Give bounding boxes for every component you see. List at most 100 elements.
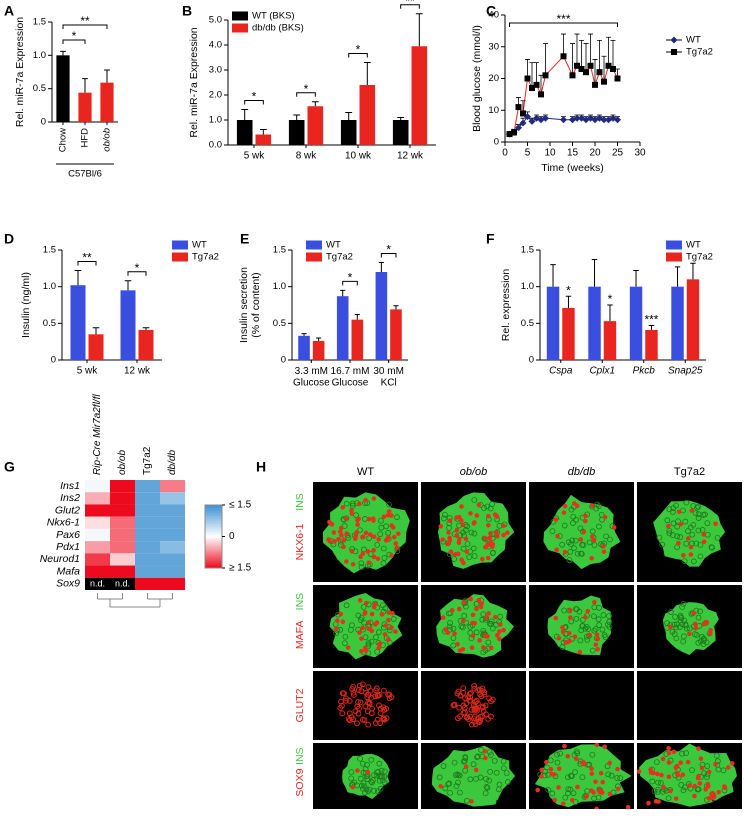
nucleus	[438, 524, 444, 529]
nucleus	[497, 622, 503, 627]
marker	[600, 116, 608, 124]
nucleus	[455, 641, 460, 647]
y-tick-label: 2.0	[209, 90, 222, 101]
nucleus	[729, 761, 735, 766]
nucleus	[601, 549, 607, 555]
marker	[524, 75, 531, 82]
cell-texture	[573, 615, 580, 622]
nucleus	[389, 625, 394, 630]
bar	[288, 120, 305, 145]
nucleus	[363, 648, 369, 654]
cell-texture	[460, 545, 467, 552]
nucleus	[696, 746, 701, 751]
cell-texture	[595, 616, 602, 623]
nucleus	[697, 781, 703, 786]
membrane	[457, 692, 464, 699]
heatmap-cell	[135, 480, 160, 493]
bar	[56, 55, 70, 123]
cell-texture	[453, 783, 460, 789]
cell-texture	[708, 544, 715, 551]
cell-texture	[570, 513, 577, 520]
cell-texture	[463, 603, 469, 610]
x-tick-label: 30	[634, 148, 646, 159]
cell-texture	[596, 503, 602, 509]
cell-texture	[348, 769, 355, 776]
nucleus	[456, 606, 462, 612]
x-tick-label: 25	[612, 148, 624, 159]
nucleus	[589, 534, 595, 539]
cell-texture	[680, 638, 687, 645]
nucleus	[360, 534, 365, 540]
error-bar	[570, 43, 575, 76]
cell-texture	[360, 604, 367, 610]
cell-texture	[461, 757, 468, 764]
cell-texture	[361, 783, 368, 790]
significance-bracket	[400, 4, 420, 9]
cell-texture	[570, 790, 577, 797]
membrane	[481, 689, 488, 696]
nucleus	[365, 770, 371, 775]
nucleus	[678, 521, 684, 527]
row-label: Nkx6-1	[47, 517, 80, 529]
significance-label: *	[608, 292, 613, 306]
colorbar-segment	[205, 517, 222, 520]
x-tick-label: ob/ob	[102, 128, 113, 152]
heatmap-cell	[85, 553, 110, 566]
cell-texture	[381, 768, 388, 775]
membrane	[488, 713, 494, 720]
cell-texture	[709, 544, 715, 551]
panel-label: C	[486, 3, 496, 19]
y-tick-label: 1.0	[521, 281, 534, 292]
row-label: MAFA	[294, 621, 306, 650]
legend-swatch	[172, 252, 188, 262]
y-axis-label: Blood glucose (mmol/l)	[471, 25, 483, 132]
nucleus	[479, 601, 484, 606]
colorbar-segment	[205, 509, 222, 512]
nucleus	[501, 627, 506, 633]
y-tick-label: 1.0	[209, 115, 222, 126]
significance-bracket	[509, 22, 618, 27]
nucleus	[699, 765, 705, 771]
membrane	[377, 720, 383, 727]
nucleus	[615, 766, 620, 772]
cell-texture	[374, 769, 380, 776]
nucleus	[468, 596, 473, 602]
cell-texture	[689, 767, 695, 774]
error-bar	[393, 305, 399, 310]
y-axis-label: Rel. expression	[500, 269, 512, 342]
nucleus	[589, 503, 595, 508]
nucleus	[708, 627, 713, 633]
cell-texture	[365, 788, 372, 795]
nucleus	[678, 760, 683, 765]
cell-texture	[559, 541, 566, 548]
marker	[574, 62, 580, 69]
legend-label: WT	[326, 240, 341, 251]
cell-texture	[459, 624, 466, 631]
nucleus	[343, 516, 349, 522]
cell-texture	[390, 616, 397, 622]
nucleus	[595, 646, 600, 652]
nucleus	[660, 756, 666, 762]
cell-texture	[704, 520, 711, 527]
panel-label: F	[486, 231, 495, 247]
y-axis-label: Rel. miR-7a Expression	[188, 27, 200, 137]
membrane	[473, 697, 480, 704]
legend-label: db/db (BKS)	[252, 23, 304, 34]
nucleus	[597, 787, 602, 792]
significance-bracket	[348, 53, 368, 58]
nucleus	[357, 630, 362, 635]
nucleus	[355, 768, 360, 773]
cell-texture	[349, 502, 356, 509]
nucleus	[457, 648, 463, 653]
error-bar	[301, 333, 307, 336]
nucleus	[443, 627, 448, 632]
membrane	[357, 699, 364, 706]
cell-texture	[573, 748, 580, 755]
panel-label: D	[4, 231, 14, 247]
heatmap-cell	[135, 565, 160, 578]
marker	[583, 69, 589, 76]
row-label: Pdx1	[56, 541, 80, 553]
nucleus	[704, 620, 710, 625]
nucleus	[445, 630, 451, 635]
nucleus	[707, 631, 713, 637]
